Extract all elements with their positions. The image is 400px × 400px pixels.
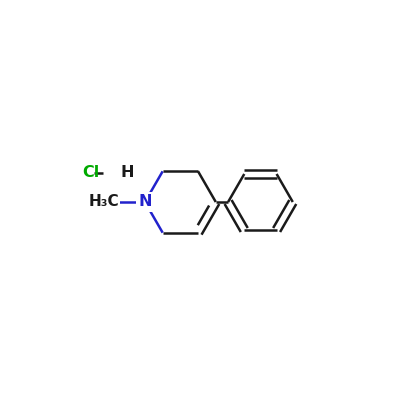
Text: Cl: Cl — [82, 165, 99, 180]
Text: H₃C: H₃C — [88, 194, 119, 210]
Text: H: H — [120, 165, 134, 180]
Text: N: N — [138, 194, 152, 210]
